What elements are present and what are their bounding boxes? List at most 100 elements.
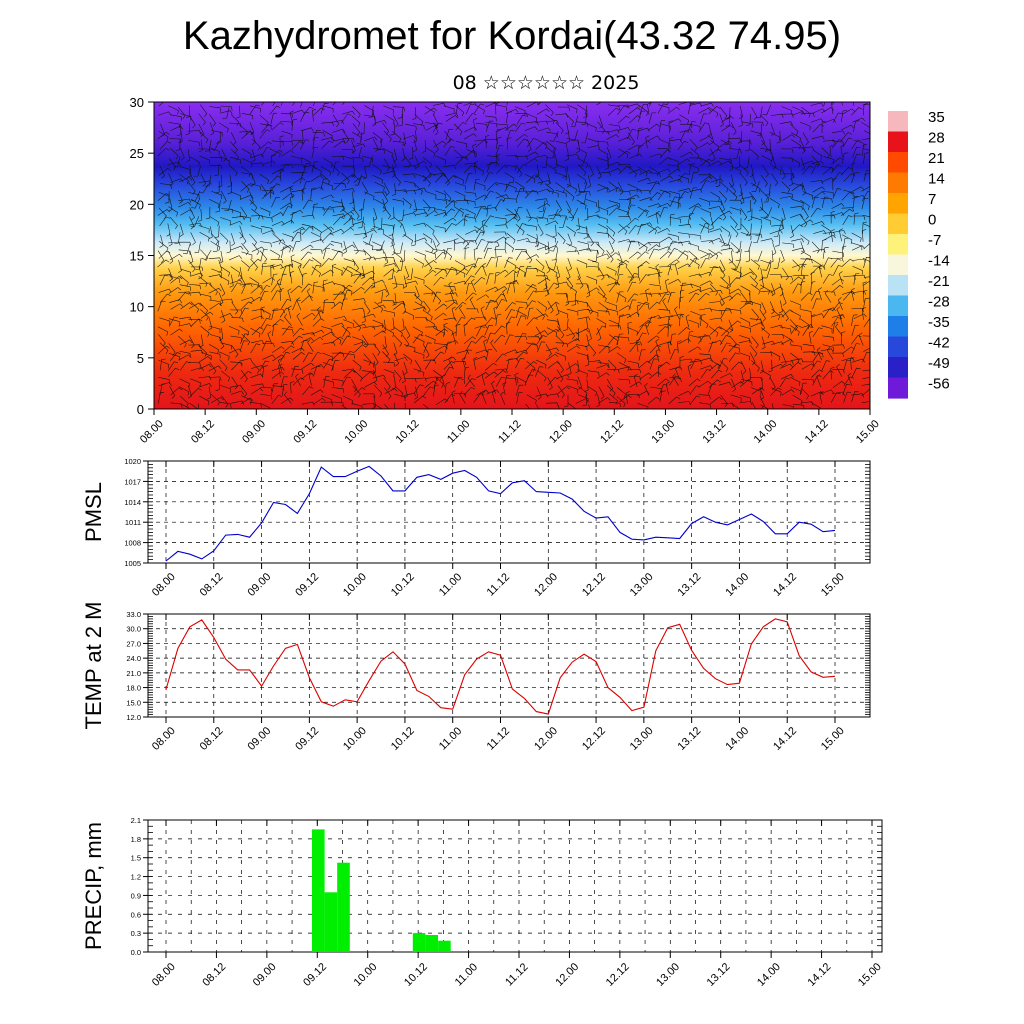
- heatmap-x-tick-label: 12.00: [547, 418, 575, 446]
- colorbar-label: 21: [928, 150, 945, 167]
- panel-x-tick-label: 11.00: [437, 571, 464, 598]
- precip-x-tick-label: 11.00: [453, 961, 480, 988]
- precip-y-axis-title: PRECIP, mm: [81, 822, 106, 950]
- panel-frame: [147, 460, 871, 564]
- heatmap-x-tick-label: 09.00: [240, 418, 268, 446]
- precip-y-tick-label: 1.8: [131, 835, 141, 844]
- panel-x-tick-label: 11.12: [485, 725, 512, 752]
- chart-subtitle: 08 ☆☆☆☆☆☆ 2025: [452, 72, 640, 94]
- precip-bar: [324, 892, 338, 952]
- precip-minor-ticks: [148, 819, 882, 953]
- panel-grid: [148, 460, 870, 564]
- panel-y-tick-label: 1011: [125, 518, 141, 527]
- panel-x-tick-label: 14.12: [771, 571, 799, 599]
- heatmap-x-tick-label: 10.00: [342, 418, 370, 446]
- panel-y-axis-title: PMSL: [81, 482, 106, 542]
- precip-bar: [312, 829, 325, 952]
- colorbar-swatch: [888, 131, 908, 153]
- panel-x-tick-label: 14.12: [771, 725, 799, 753]
- panel-x-tick-label: 09.12: [293, 725, 321, 753]
- panel-x-tick-label: 10.00: [341, 725, 369, 753]
- precip-bar: [425, 935, 438, 952]
- precip-y-tick-label: 2.1: [131, 816, 141, 825]
- heatmap-y-tick-label: 25: [130, 146, 144, 161]
- heatmap-y-tick-label: 15: [130, 249, 144, 264]
- panel-minor-ticks: [148, 613, 870, 718]
- heatmap-y-tick-label: 5: [137, 351, 144, 366]
- panel-x-tick-label: 15.00: [819, 725, 847, 753]
- chart-title: Kazhydromet for Kordai(43.32 74.95): [182, 14, 842, 58]
- panel-y-tick-label: 15.0: [126, 698, 141, 707]
- colorbar-label: -21: [928, 273, 950, 290]
- heatmap-x-tick-label: 11.12: [496, 418, 523, 445]
- panel-x-tick-label: 08.00: [150, 725, 178, 753]
- wind-barbs: [157, 102, 870, 409]
- precip-x-tick-label: 15.00: [856, 961, 884, 989]
- colorbar-label: 28: [928, 130, 945, 147]
- colorbar-swatch: [888, 316, 908, 338]
- precip-y-tick-label: 0.3: [131, 929, 141, 938]
- panel-x-tick-label: 08.12: [198, 725, 226, 753]
- panel-x-tick-label: 11.12: [485, 571, 512, 598]
- panel-y-tick-label: 12.0: [126, 713, 141, 722]
- panel-minor-ticks: [148, 460, 870, 564]
- precip-x-tick-label: 09.00: [251, 961, 279, 989]
- heatmap-x-tick-label: 08.12: [189, 418, 217, 446]
- precip-grid: [148, 819, 882, 953]
- heatmap-x-tick-label: 14.00: [752, 418, 780, 446]
- colorbar-swatch: [888, 234, 908, 256]
- colorbar-swatch: [888, 254, 908, 276]
- panel-y-tick-label: 1005: [124, 559, 141, 568]
- colorbar-label: 7: [928, 191, 936, 208]
- colorbar-swatch: [888, 357, 908, 379]
- precip-x-tick-label: 13.12: [705, 961, 733, 989]
- heatmap-x-tick-label: 09.12: [291, 418, 319, 446]
- panel-x-tick-label: 09.00: [245, 725, 273, 753]
- precip-y-tick-label: 0.6: [131, 910, 141, 919]
- precip-frame: [147, 819, 883, 953]
- panel-x-tick-label: 10.12: [389, 725, 417, 753]
- precip-x-tick-label: 08.00: [150, 961, 178, 989]
- panel-x-tick-label: 10.12: [389, 571, 417, 599]
- panel-x-tick-label: 12.00: [532, 571, 560, 599]
- panel-x-tick-label: 08.00: [150, 571, 178, 599]
- precip-y-tick-label: 0.0: [131, 948, 141, 957]
- precip-x-tick-label: 13.00: [654, 961, 682, 989]
- heatmap-x-axis: 08.00 08.12 09.00 09.12 10.00 10.12 11.00 11.12…: [138, 409, 882, 446]
- heatmap-x-tick-label: 10.12: [394, 418, 422, 446]
- precip-y-tick-label: 0.9: [131, 891, 141, 900]
- panel-y-tick-label: 27.0: [126, 639, 141, 648]
- heatmap-x-tick-label: 08.00: [138, 418, 166, 446]
- precip-x-tick-label: 09.12: [301, 961, 329, 989]
- panel-x-tick-label: 10.00: [341, 571, 369, 599]
- colorbar-label: -7: [928, 232, 941, 249]
- panel-x-tick-label: 13.12: [676, 725, 704, 753]
- precip-y-tick-label: 1.5: [131, 854, 141, 863]
- precip-x-tick-label: 14.12: [805, 961, 833, 989]
- precip-x-tick-label: 10.12: [402, 961, 430, 989]
- heatmap-y-tick-label: 20: [130, 197, 144, 212]
- panel-x-tick-label: 14.00: [723, 725, 751, 753]
- panel-x-tick-label: 13.00: [628, 571, 656, 599]
- colorbar-label: -49: [928, 355, 950, 372]
- panel-y-tick-label: 1020: [124, 457, 141, 466]
- precip-x-tick-label: 11.12: [503, 961, 530, 988]
- precip-y-tick-label: 1.2: [131, 873, 141, 882]
- colorbar-swatch: [888, 152, 908, 174]
- panel-y-tick-label: 18.0: [126, 684, 141, 693]
- heatmap-x-tick-label: 12.12: [598, 418, 626, 446]
- panel-y-tick-label: 30.0: [126, 625, 141, 634]
- panel-x-tick-label: 12.00: [532, 725, 560, 753]
- panel-x-tick-label: 15.00: [819, 571, 847, 599]
- heatmap-x-tick-label: 15.00: [854, 418, 882, 446]
- colorbar-swatch: [888, 111, 908, 133]
- heatmap-x-tick-label: 13.12: [700, 418, 728, 446]
- panel-x-tick-label: 13.12: [676, 571, 704, 599]
- series-line: [165, 618, 836, 715]
- colorbar-swatch: [888, 295, 908, 317]
- colorbar-label: -35: [928, 314, 950, 331]
- heatmap-y-axis: 0 5 10 15 20 25 30: [130, 95, 154, 417]
- colorbar-label: -56: [928, 376, 950, 393]
- panel-x-tick-label: 08.12: [198, 571, 226, 599]
- panel-y-tick-label: 1017: [124, 477, 141, 486]
